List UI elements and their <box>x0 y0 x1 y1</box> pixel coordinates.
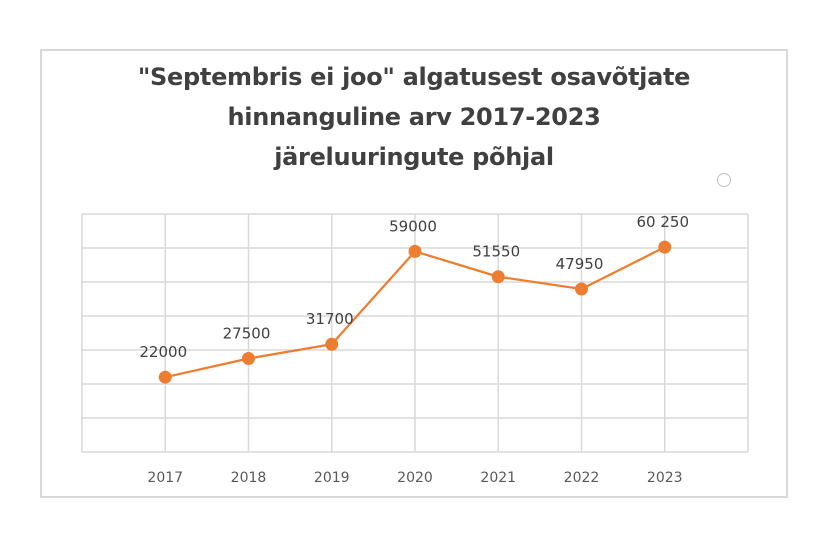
x-axis-label: 2017 <box>147 470 183 486</box>
x-axis-label: 2019 <box>314 470 350 486</box>
x-axis-label: 2021 <box>480 470 516 486</box>
chart-title[interactable]: "Septembris ei joo" algatusest osavõtjat… <box>40 57 788 177</box>
selection-handle-icon[interactable] <box>717 173 731 187</box>
data-point-marker[interactable] <box>158 370 172 384</box>
data-point-marker[interactable] <box>325 337 339 351</box>
data-point-marker[interactable] <box>491 270 505 284</box>
chart-title-line-2: hinnanguline arv 2017-2023 <box>227 103 601 131</box>
x-axis-labels: 2017 2018 2019 2020 2021 2022 2023 <box>147 470 682 486</box>
chart-title-line-3: järeluuringute põhjal <box>274 143 554 171</box>
x-axis-label: 2022 <box>564 470 600 486</box>
data-label[interactable]: 22000 <box>139 343 187 361</box>
chart-title-line-1: "Septembris ei joo" algatusest osavõtjat… <box>137 63 691 91</box>
x-axis-label: 2018 <box>231 470 267 486</box>
data-label[interactable]: 27500 <box>223 325 271 343</box>
data-label[interactable]: 60 250 <box>637 213 690 231</box>
data-point-marker[interactable] <box>408 244 422 258</box>
x-axis-label: 2023 <box>647 470 683 486</box>
data-label[interactable]: 47950 <box>556 255 604 273</box>
data-point-marker[interactable] <box>242 352 255 365</box>
data-label[interactable]: 31700 <box>306 310 354 328</box>
data-label[interactable]: 51550 <box>472 243 520 261</box>
data-point-marker[interactable] <box>575 282 588 296</box>
series-markers[interactable] <box>158 240 672 384</box>
x-axis-label: 2020 <box>397 470 433 486</box>
data-label[interactable]: 59000 <box>389 217 437 235</box>
data-point-marker[interactable] <box>658 240 672 254</box>
data-labels[interactable]: 22000 27500 31700 59000 51550 47950 60 250 <box>139 213 689 361</box>
